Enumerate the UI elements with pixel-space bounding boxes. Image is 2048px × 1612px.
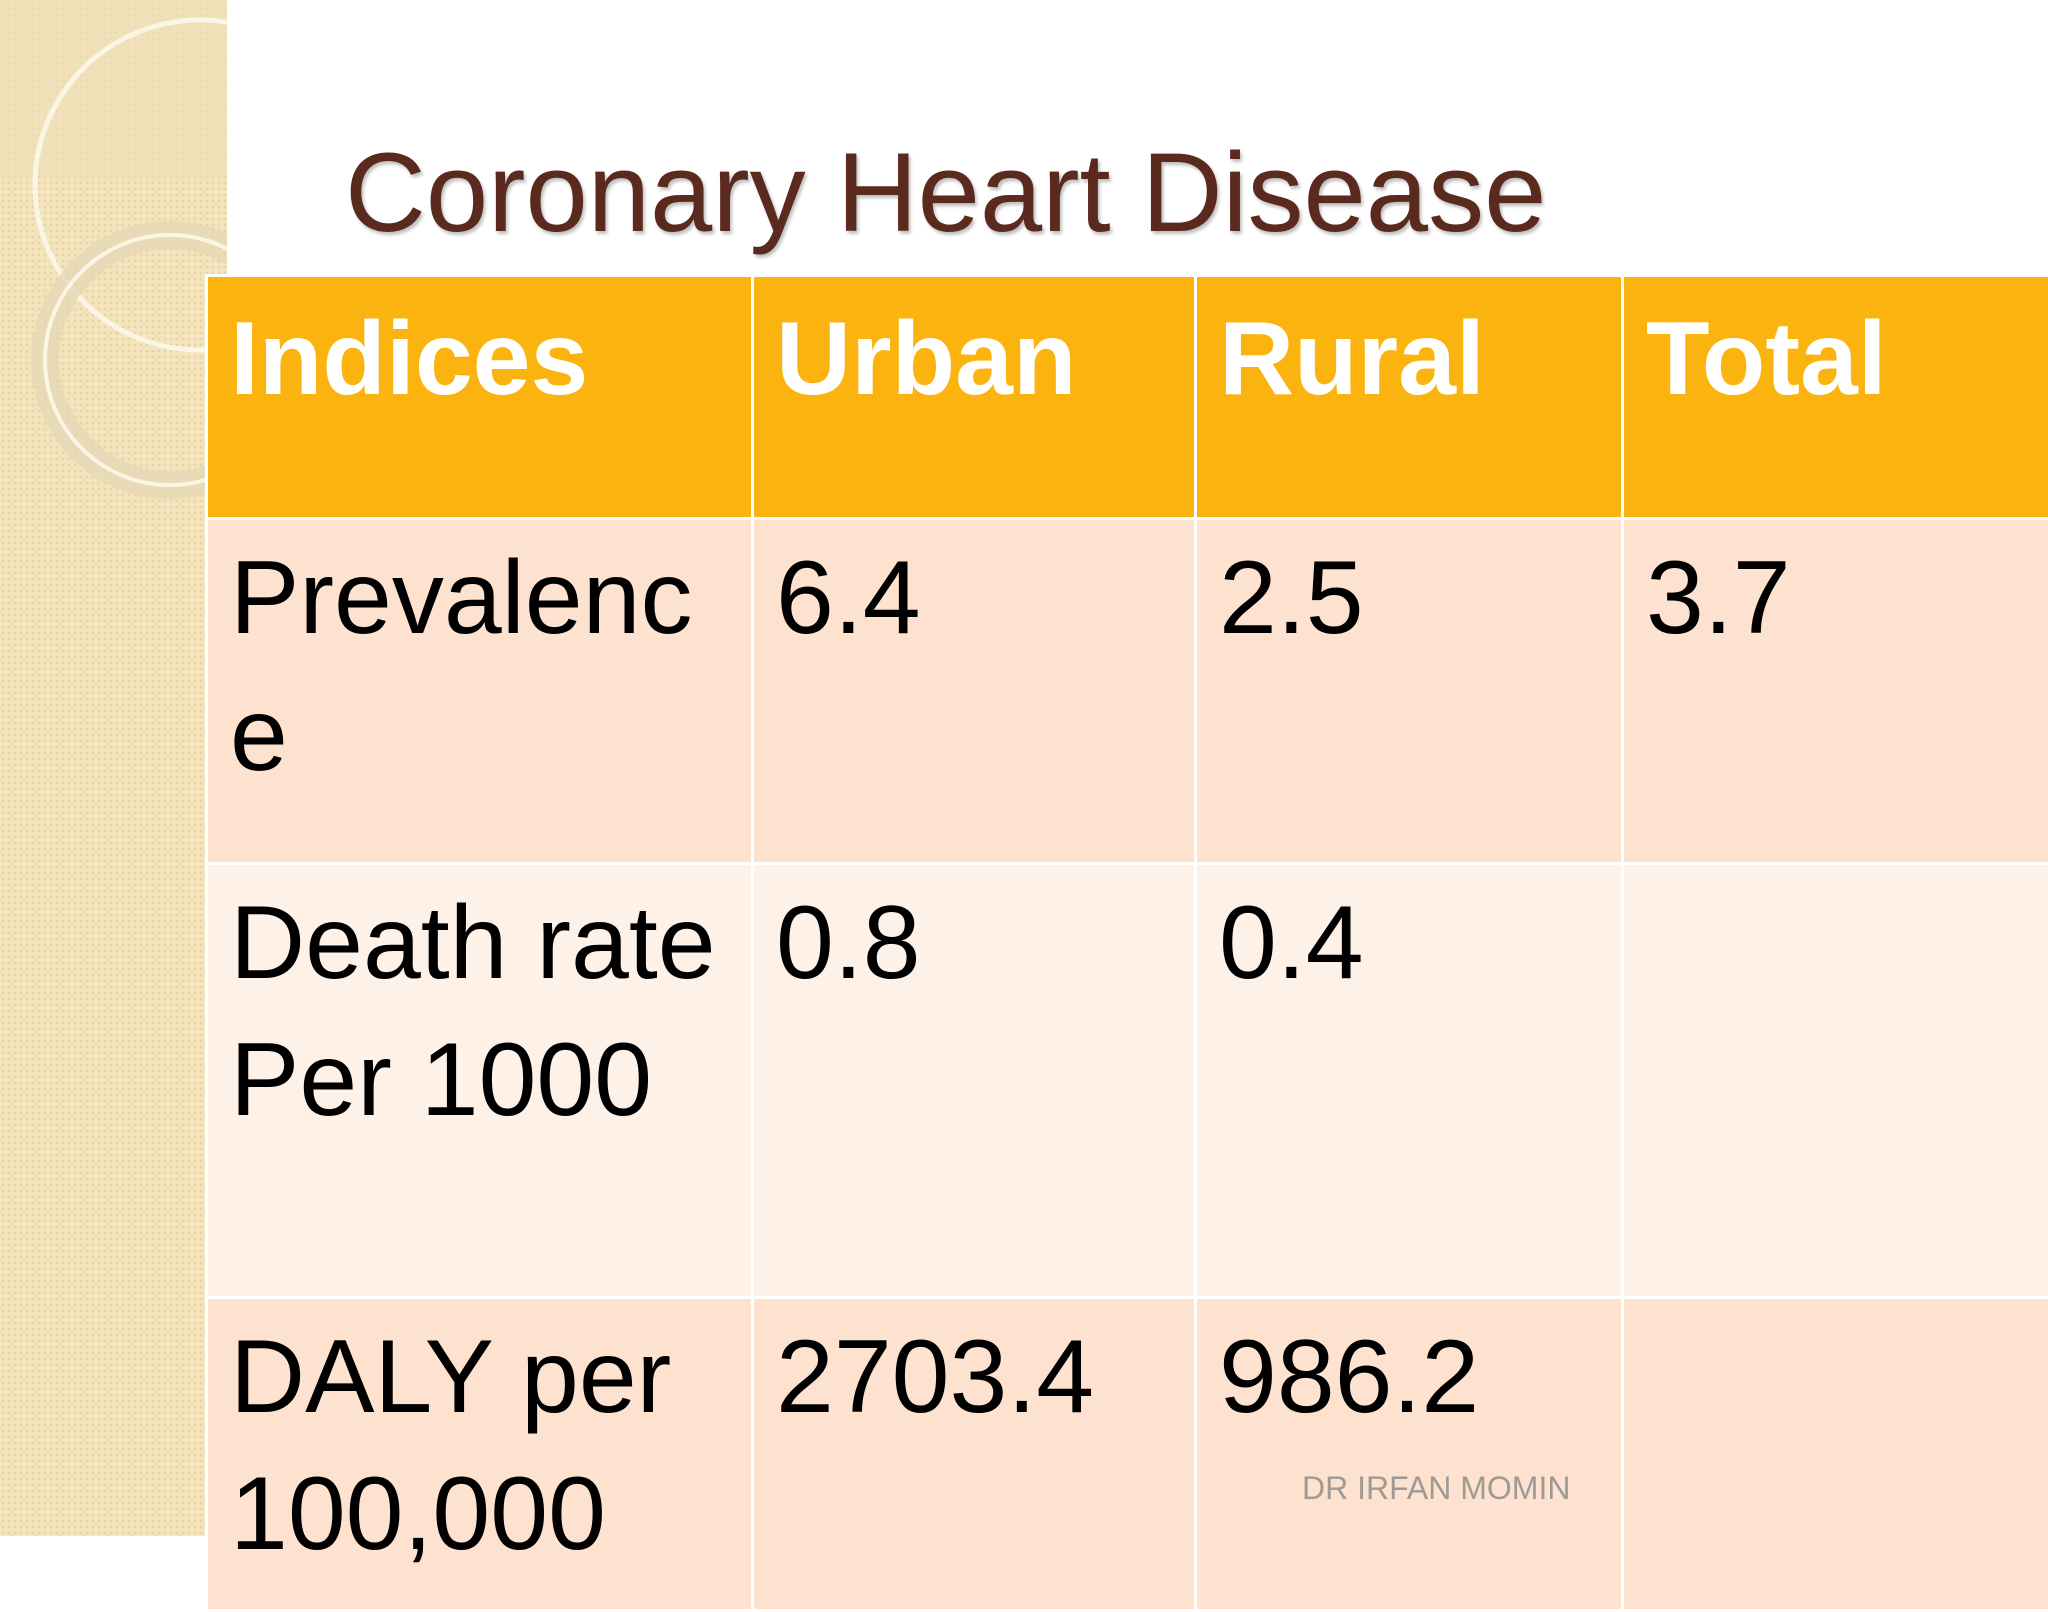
row-label: DALY per 100,000 — [207, 1298, 753, 1611]
column-header: Total — [1623, 276, 2048, 519]
row-label: Death rate Per 1000 — [207, 864, 753, 1298]
row-label: Prevalence — [207, 519, 753, 864]
column-header: Rural — [1196, 276, 1623, 519]
table-cell: 2703.4 — [753, 1298, 1196, 1611]
table-cell: 0.4 — [1196, 864, 1623, 1298]
table-cell: 986.2 — [1196, 1298, 1623, 1611]
slide-title: Coronary Heart Disease — [345, 128, 1546, 257]
table-cell: 6.4 — [753, 519, 1196, 864]
table-cell: 3.7 — [1623, 519, 2048, 864]
footer-author: DR IRFAN MOMIN — [1302, 1470, 1570, 1507]
table-cell — [1623, 1298, 2048, 1611]
table-cell — [1623, 864, 2048, 1298]
table-cell: 0.8 — [753, 864, 1196, 1298]
decorative-stripe — [0, 0, 227, 1536]
table-cell: 2.5 — [1196, 519, 1623, 864]
column-header: Indices — [207, 276, 753, 519]
column-header: Urban — [753, 276, 1196, 519]
